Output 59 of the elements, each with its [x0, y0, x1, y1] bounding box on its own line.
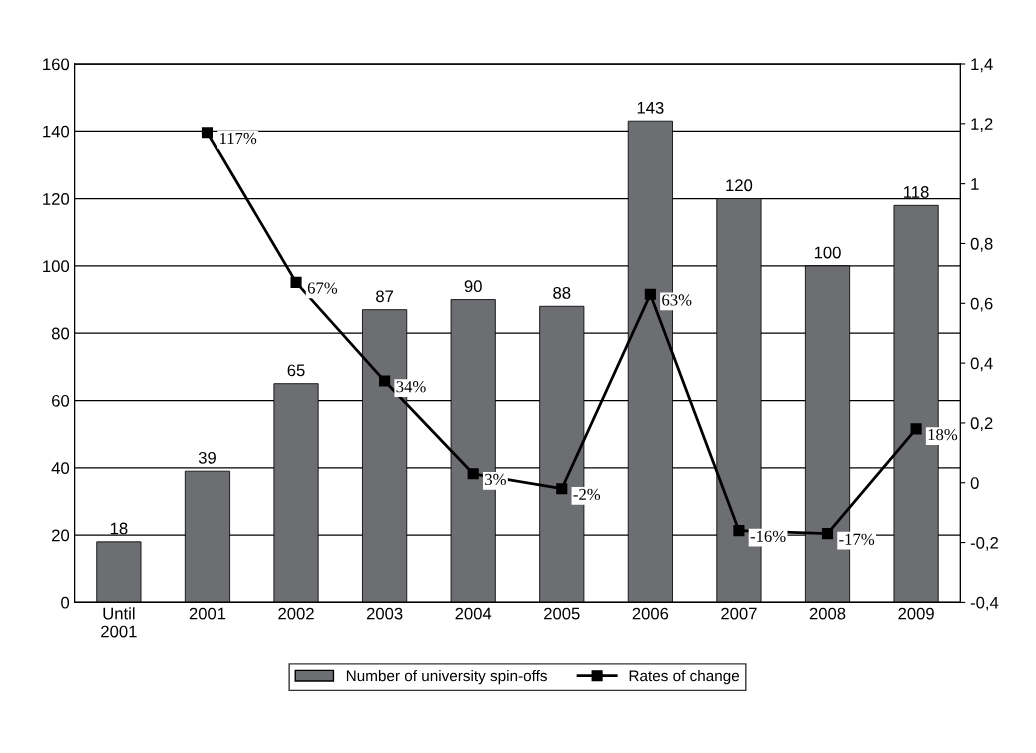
data-label: 120 — [726, 179, 753, 192]
point — [379, 375, 391, 387]
y-tick-label: 60 — [52, 394, 70, 407]
data-label: 63% — [662, 294, 692, 306]
x-tick-label: 2008 — [809, 607, 846, 620]
y2-tick-label: 0,6 — [970, 297, 993, 312]
point — [290, 276, 302, 288]
point — [556, 483, 568, 495]
y2-tick-label: 1,2 — [971, 118, 993, 132]
data-label: -17% — [839, 533, 875, 545]
y2-tick-label: 0,8 — [970, 237, 993, 252]
y-tick-label: 40 — [51, 462, 70, 474]
point — [733, 525, 745, 537]
data-label: -16% — [750, 530, 786, 542]
point — [821, 528, 834, 540]
data-label: 3% — [485, 473, 506, 486]
point — [910, 423, 922, 435]
y2-tick-label: -0,4 — [970, 596, 999, 611]
data-label: 65 — [287, 364, 305, 377]
data-label: 67% — [307, 282, 338, 294]
data-label: 34% — [396, 381, 426, 393]
point — [644, 288, 656, 300]
x-tick-label: 2002 — [278, 607, 314, 620]
y-tick-label: 20 — [52, 529, 70, 542]
data-label: 39 — [198, 451, 216, 464]
y2-tick-label: 0 — [970, 477, 979, 489]
y2-tick-label: 1,4 — [971, 58, 993, 73]
x-tick-label: 2003 — [366, 607, 403, 620]
data-label: 100 — [814, 246, 841, 259]
legend-label: Rates of change — [629, 669, 740, 685]
x-tick-label: 2009 — [898, 607, 934, 620]
x-tick-label: 2005 — [544, 607, 580, 620]
data-label: 143 — [637, 101, 664, 114]
data-label: 87 — [376, 290, 394, 303]
x-tick-label: 2001 — [189, 607, 226, 620]
legend-label: Number of university spin-offs — [346, 669, 547, 685]
y2-tick-label: 0,4 — [970, 357, 993, 372]
y-tick-label: 80 — [51, 327, 70, 340]
point — [467, 468, 479, 480]
x-tick-label: 2004 — [455, 607, 492, 620]
y2-tick-label: 1 — [971, 178, 979, 190]
data-label: 90 — [464, 280, 482, 293]
data-label: 88 — [553, 287, 571, 299]
data-label: 18% — [928, 428, 958, 441]
y-tick-label: 160 — [43, 58, 70, 71]
y-tick-label: 0 — [61, 596, 70, 609]
point — [201, 127, 214, 139]
x-tick-label: Until 2001 — [101, 607, 137, 638]
x-tick-label: 2006 — [632, 607, 669, 620]
y2-tick-label: -0,2 — [970, 536, 998, 551]
y2-tick-label: 0,2 — [970, 417, 993, 432]
y-tick-label: 100 — [43, 260, 70, 273]
data-label: 18 — [110, 522, 128, 535]
x-tick-label: 2007 — [721, 607, 757, 620]
y-tick-label: 120 — [43, 193, 70, 205]
y-tick-label: 140 — [43, 125, 70, 138]
data-label: -2% — [573, 488, 601, 501]
data-label: 117% — [220, 132, 257, 145]
data-label: 118 — [904, 186, 929, 198]
